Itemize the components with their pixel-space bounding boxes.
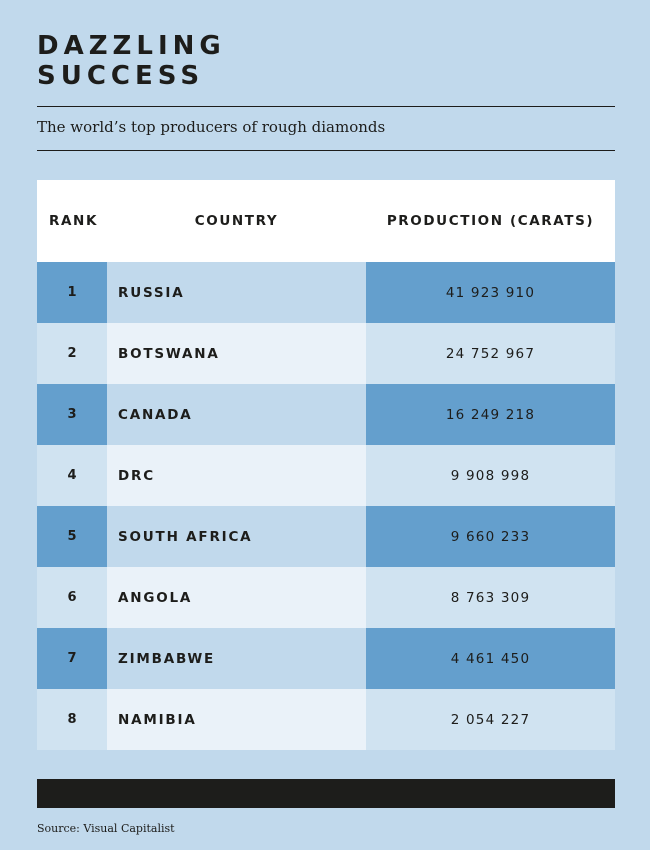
production-cell: 8 763 309: [366, 567, 615, 628]
table-row: 8 NAMIBIA 2 054 227: [37, 689, 615, 750]
production-cell: 41 923 910: [366, 262, 615, 323]
rank-cell: 2: [37, 323, 107, 384]
table-header: RANK COUNTRY PRODUCTION (CARATS): [37, 180, 615, 262]
production-cell: 24 752 967: [366, 323, 615, 384]
country-cell: ZIMBABWE: [107, 628, 366, 689]
table-row: 5 SOUTH AFRICA 9 660 233: [37, 506, 615, 567]
production-cell: 16 249 218: [366, 384, 615, 445]
header-country: COUNTRY: [194, 213, 279, 229]
footer-bar: [37, 779, 615, 808]
country-cell: RUSSIA: [107, 262, 366, 323]
country-cell: DRC: [107, 445, 366, 506]
table-row: 4 DRC 9 908 998: [37, 445, 615, 506]
rank-cell: 4: [37, 445, 107, 506]
table-row: 1 RUSSIA 41 923 910: [37, 262, 615, 323]
production-cell: 9 908 998: [366, 445, 615, 506]
table-row: 2 BOTSWANA 24 752 967: [37, 323, 615, 384]
rank-cell: 8: [37, 689, 107, 750]
rank-cell: 5: [37, 506, 107, 567]
title-line-2: SUCCESS: [37, 61, 205, 91]
country-cell: NAMIBIA: [107, 689, 366, 750]
production-cell: 9 660 233: [366, 506, 615, 567]
rank-cell: 7: [37, 628, 107, 689]
diamond-producers-table: RANK COUNTRY PRODUCTION (CARATS) 1 RUSSIA…: [37, 180, 615, 750]
bottom-divider: [37, 150, 615, 151]
rank-cell: 3: [37, 384, 107, 445]
production-cell: 4 461 450: [366, 628, 615, 689]
source-note: Source: Visual Capitalist: [37, 822, 175, 835]
header-rank: RANK: [49, 213, 99, 229]
rank-cell: 1: [37, 262, 107, 323]
country-cell: ANGOLA: [107, 567, 366, 628]
page-title: DAZZLING SUCCESS: [37, 31, 226, 91]
rank-cell: 6: [37, 567, 107, 628]
table-row: 7 ZIMBABWE 4 461 450: [37, 628, 615, 689]
table-row: 6 ANGOLA 8 763 309: [37, 567, 615, 628]
country-cell: CANADA: [107, 384, 366, 445]
header-production: PRODUCTION (CARATS): [386, 213, 595, 229]
production-cell: 2 054 227: [366, 689, 615, 750]
subtitle: The world’s top producers of rough diamo…: [37, 118, 386, 136]
title-line-1: DAZZLING: [37, 31, 226, 61]
table-body: 1 RUSSIA 41 923 910 2 BOTSWANA 24 752 967 3 CAN…: [37, 262, 615, 750]
top-divider: [37, 106, 615, 107]
table-row: 3 CANADA 16 249 218: [37, 384, 615, 445]
country-cell: BOTSWANA: [107, 323, 366, 384]
country-cell: SOUTH AFRICA: [107, 506, 366, 567]
